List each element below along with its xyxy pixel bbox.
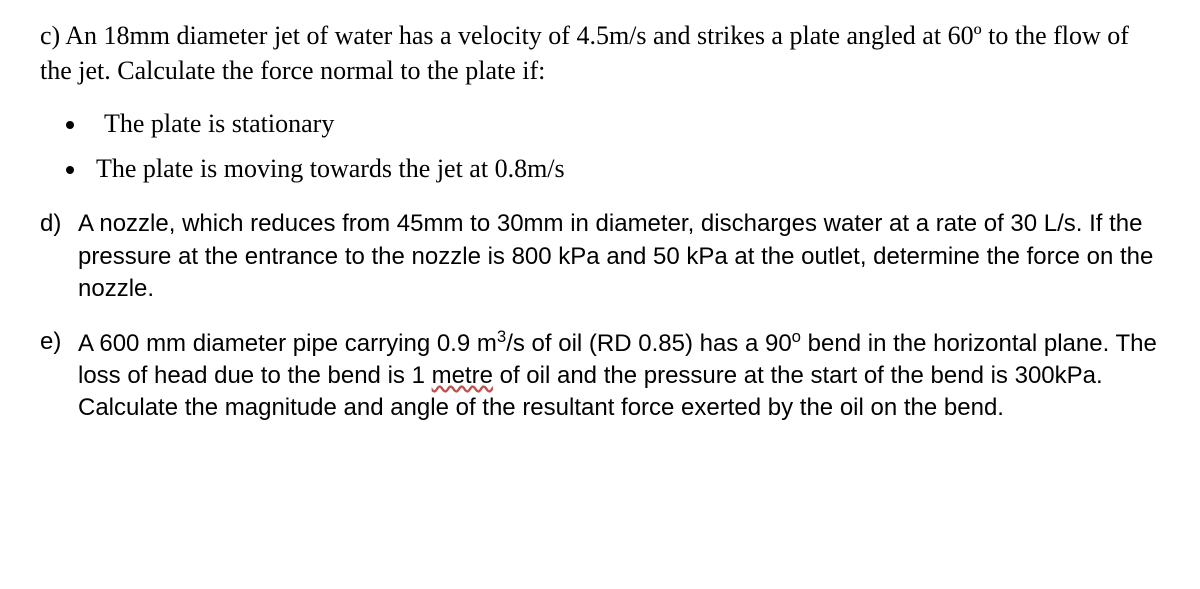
bullet-text: The plate is moving towards the jet at 0… [96, 154, 565, 183]
question-d: d) A nozzle, which reduces from 45mm to … [40, 208, 1160, 305]
bullet-text: The plate is stationary [104, 109, 334, 138]
question-c-label: c) [40, 21, 60, 50]
question-d-label: d) [40, 208, 78, 305]
question-c-bullets: The plate is stationary The plate is mov… [40, 106, 1160, 186]
question-e-part: A 600 mm diameter pipe carrying 0.9 m [78, 330, 497, 357]
question-c-text: An 18mm diameter jet of water has a velo… [40, 21, 1129, 85]
spellcheck-word: metre [432, 362, 493, 389]
question-e-body: A 600 mm diameter pipe carrying 0.9 m3/s… [78, 326, 1160, 425]
list-item: The plate is stationary [88, 106, 1160, 141]
question-d-body: A nozzle, which reduces from 45mm to 30m… [78, 208, 1160, 305]
question-e: e) A 600 mm diameter pipe carrying 0.9 m… [40, 326, 1160, 425]
page-container: c) An 18mm diameter jet of water has a v… [0, 0, 1200, 465]
question-c-intro: c) An 18mm diameter jet of water has a v… [40, 18, 1160, 88]
superscript-degree: o [792, 327, 801, 346]
question-e-label: e) [40, 326, 78, 425]
list-item: The plate is moving towards the jet at 0… [88, 151, 1160, 186]
question-e-part: /s of oil (RD 0.85) has a 90 [506, 330, 791, 357]
superscript-cube: 3 [497, 327, 506, 346]
